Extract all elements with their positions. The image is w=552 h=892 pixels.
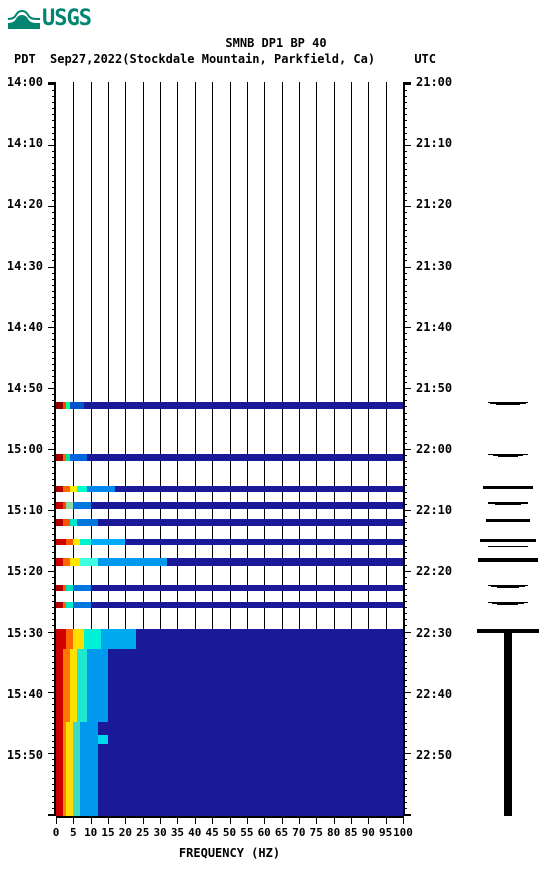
x-tick-label: 20 — [119, 826, 132, 839]
y-left-label: 15:50 — [7, 748, 43, 762]
y-left-label: 14:00 — [7, 75, 43, 89]
y-left-label: 15:30 — [7, 626, 43, 640]
y-left-label: 14:30 — [7, 259, 43, 273]
spectrogram-row — [56, 402, 403, 409]
x-tick-label: 40 — [188, 826, 201, 839]
x-tick-label: 35 — [171, 826, 184, 839]
x-axis-label: FREQUENCY (HZ) — [179, 846, 280, 860]
y-right-label: 22:10 — [416, 503, 452, 517]
usgs-logo: USGS — [8, 6, 91, 31]
y-right-label: 21:10 — [416, 136, 452, 150]
x-tick-label: 45 — [206, 826, 219, 839]
x-tick-label: 30 — [153, 826, 166, 839]
waveform-continuous-body — [504, 633, 512, 817]
x-tick-label: 60 — [258, 826, 271, 839]
y-left-label: 15:00 — [7, 442, 43, 456]
y-left-label: 14:20 — [7, 197, 43, 211]
y-right-label: 21:00 — [416, 75, 452, 89]
y-left-label: 14:10 — [7, 136, 43, 150]
x-tick-label: 100 — [393, 826, 413, 839]
spectrogram-row — [56, 809, 403, 816]
y-right-label: 22:50 — [416, 748, 452, 762]
y-right-label: 21:30 — [416, 259, 452, 273]
y-right-label: 21:40 — [416, 320, 452, 334]
waveform-event — [488, 546, 528, 547]
spectrogram-row — [56, 502, 403, 509]
x-tick-label: 55 — [240, 826, 253, 839]
y-left-label: 15:20 — [7, 564, 43, 578]
x-tick-label: 65 — [275, 826, 288, 839]
spectrogram-row — [56, 602, 403, 609]
spectrogram-row — [56, 539, 403, 546]
y-right-label: 22:20 — [416, 564, 452, 578]
spectrogram-row — [56, 486, 403, 492]
usgs-text: USGS — [42, 6, 91, 31]
pdt-label: PDT — [14, 52, 36, 66]
spectrogram-row — [56, 519, 403, 526]
y-right-label: 22:40 — [416, 687, 452, 701]
date-label: Sep27,2022(Stockdale Mountain, Parkfield… — [50, 52, 375, 66]
usgs-wave-icon — [8, 9, 40, 29]
x-tick-label: 25 — [136, 826, 149, 839]
y-right-label: 21:50 — [416, 381, 452, 395]
y-left-label: 15:10 — [7, 503, 43, 517]
x-tick-label: 80 — [327, 826, 340, 839]
x-tick-label: 75 — [310, 826, 323, 839]
y-right-label: 21:20 — [416, 197, 452, 211]
utc-label: UTC — [414, 52, 436, 66]
spectrogram-row — [56, 585, 403, 592]
y-right-label: 22:30 — [416, 626, 452, 640]
x-tick-label: 70 — [292, 826, 305, 839]
spectrogram-row — [56, 558, 403, 566]
x-tick-label: 85 — [344, 826, 357, 839]
x-tick-label: 5 — [70, 826, 77, 839]
y-right-label: 22:00 — [416, 442, 452, 456]
x-tick-label: 90 — [362, 826, 375, 839]
x-tick-label: 15 — [101, 826, 114, 839]
y-left-label: 15:40 — [7, 687, 43, 701]
x-tick-label: 50 — [223, 826, 236, 839]
x-tick-label: 0 — [53, 826, 60, 839]
x-tick-label: 95 — [379, 826, 392, 839]
spectrogram-chart: 0510152025303540455055606570758085909510… — [54, 82, 405, 816]
x-tick-label: 10 — [84, 826, 97, 839]
anomaly-spot — [98, 735, 108, 744]
chart-title: SMNB DP1 BP 40 — [0, 36, 552, 50]
spectrogram-row — [56, 454, 403, 461]
waveform-panel — [468, 82, 548, 816]
y-left-label: 14:50 — [7, 381, 43, 395]
y-left-label: 14:40 — [7, 320, 43, 334]
